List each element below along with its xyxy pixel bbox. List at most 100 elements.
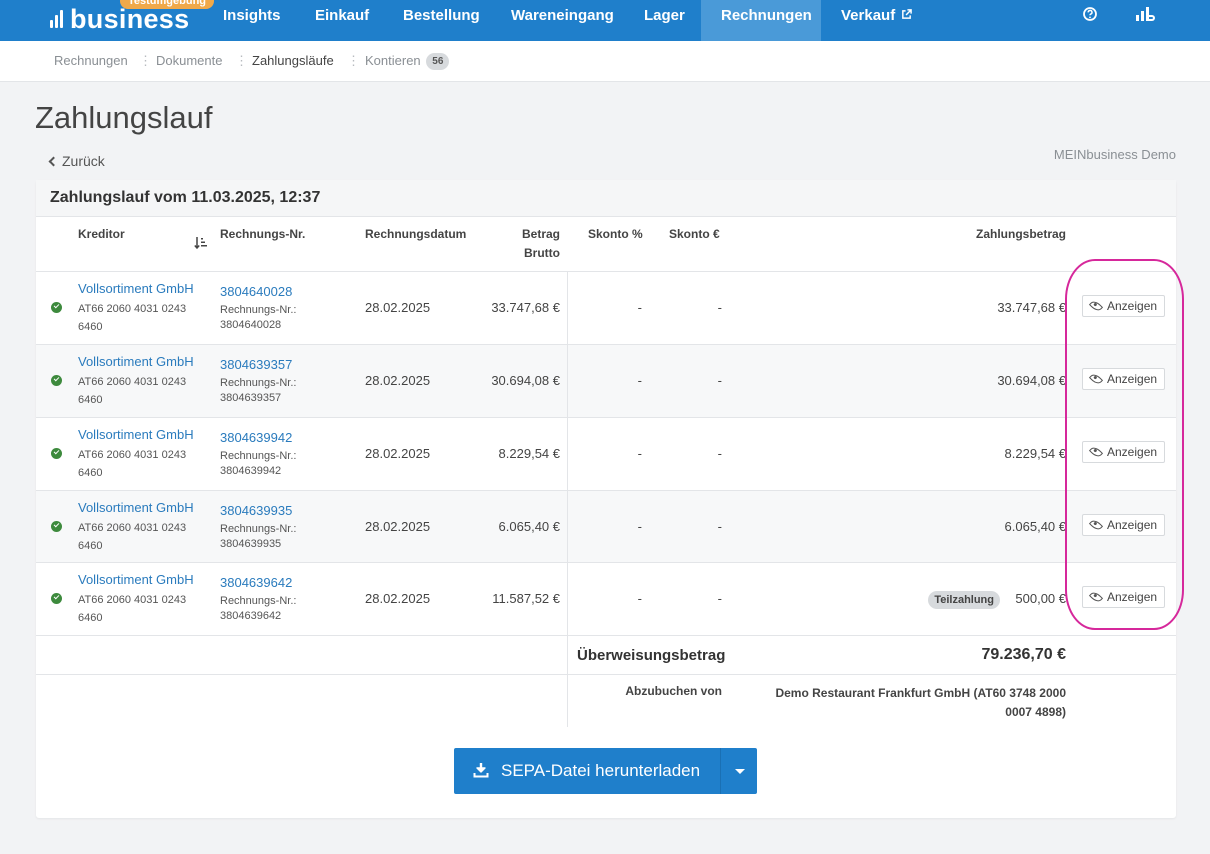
nav-einkauf[interactable]: Einkauf <box>315 7 370 24</box>
debit-account-value: Demo Restaurant Frankfurt GmbH (AT60 374… <box>775 686 1066 719</box>
view-button[interactable]: Anzeigen <box>1082 586 1166 608</box>
col-brutto-label: Brutto <box>524 246 560 260</box>
back-link[interactable]: Zurück <box>48 153 105 169</box>
sepa-download-button[interactable]: SEPA-Datei herunterladen <box>454 748 720 794</box>
invoice-number-link[interactable]: 3804639942 <box>220 430 293 445</box>
invoice-number-label: Rechnungs-Nr.: <box>220 377 297 389</box>
sepa-dropdown-toggle[interactable] <box>720 748 757 794</box>
subnav-separator: ⋮ <box>235 53 248 68</box>
col-zahlungsbetrag: Zahlungsbetrag <box>975 227 1066 241</box>
download-icon <box>473 763 489 778</box>
subnav-kontieren[interactable]: Kontieren 56 <box>365 53 450 70</box>
payment-run-card: Zahlungslauf vom 11.03.2025, 12:37 Kredi… <box>36 180 1176 818</box>
col-kreditor[interactable]: Kreditor <box>78 227 125 241</box>
nav-wareneingang[interactable]: Wareneingang <box>511 7 614 24</box>
subnav-dokumente[interactable]: Dokumente <box>156 53 223 68</box>
kreditor-iban: AT66 2060 4031 0243 6460 <box>78 522 187 552</box>
col-betrag-brutto: Betrag Brutto <box>522 225 560 263</box>
invoice-number-link[interactable]: 3804640028 <box>220 284 293 299</box>
transfer-total-row: Überweisungsbetrag 79.236,70 € <box>36 635 1176 676</box>
transfer-total-value: 79.236,70 € <box>981 646 1066 663</box>
invoice-number-label: Rechnungs-Nr.: <box>220 523 297 535</box>
skonto-percent: - <box>637 300 642 315</box>
invoice-number-link[interactable]: 3804639642 <box>220 575 293 590</box>
amount-gross: 6.065,40 € <box>498 519 560 534</box>
skonto-euro: - <box>717 591 722 606</box>
view-button-label: Anzeigen <box>1107 518 1158 532</box>
check-circle-icon <box>51 448 62 459</box>
payment-amount: 30.694,08 € <box>997 373 1066 388</box>
table-row: Vollsortiment GmbH AT66 2060 4031 0243 6… <box>36 344 1176 417</box>
invoice-number-link[interactable]: 3804639935 <box>220 503 293 518</box>
table-row: Vollsortiment GmbH AT66 2060 4031 0243 6… <box>36 271 1176 344</box>
subnav-kontieren-label: Kontieren <box>365 53 421 68</box>
nav-verkauf[interactable]: Verkauf <box>821 0 932 41</box>
payment-amount: 6.065,40 € <box>1004 519 1066 534</box>
eye-icon <box>1088 298 1104 314</box>
view-button[interactable]: Anzeigen <box>1082 441 1166 463</box>
eye-icon <box>1088 589 1104 605</box>
col-rechnungsdatum: Rechnungsdatum <box>365 227 467 241</box>
kreditor-link[interactable]: Vollsortiment GmbH <box>78 281 194 296</box>
column-divider <box>567 418 568 490</box>
check-circle-icon <box>51 593 62 604</box>
table-row: Vollsortiment GmbH AT66 2060 4031 0243 6… <box>36 417 1176 490</box>
nav-lager[interactable]: Lager <box>644 7 685 24</box>
kreditor-link[interactable]: Vollsortiment GmbH <box>78 354 194 369</box>
company-name: MEINbusiness Demo <box>1053 147 1176 162</box>
environment-badge: Testumgebung <box>120 0 215 9</box>
check-circle-icon <box>51 521 62 532</box>
table-row: Vollsortiment GmbH AT66 2060 4031 0243 6… <box>36 490 1176 563</box>
eye-icon <box>1088 444 1104 460</box>
partial-payment-badge: Teilzahlung <box>928 591 1000 609</box>
column-divider <box>567 675 568 727</box>
back-link-label: Zurück <box>62 153 105 169</box>
subnav-rechnungen[interactable]: Rechnungen <box>54 53 128 68</box>
column-divider <box>567 272 568 344</box>
invoice-number-value: 3804639642 <box>220 610 282 622</box>
help-circle-icon[interactable] <box>1083 7 1097 21</box>
nav-bestellung[interactable]: Bestellung <box>403 7 480 24</box>
eye-icon <box>1088 517 1104 533</box>
skonto-euro: - <box>717 300 722 315</box>
skonto-percent: - <box>637 591 642 606</box>
invoice-date: 28.02.2025 <box>365 591 431 606</box>
debit-account-label: Abzubuchen von <box>625 684 722 698</box>
skonto-percent: - <box>637 519 642 534</box>
invoice-number-value: 3804639935 <box>220 538 282 550</box>
kreditor-link[interactable]: Vollsortiment GmbH <box>78 427 194 442</box>
invoice-number-detail: Rechnungs-Nr.: 3804640028 <box>220 303 296 333</box>
view-button-label: Anzeigen <box>1107 445 1158 459</box>
table-row: Vollsortiment GmbH AT66 2060 4031 0243 6… <box>36 562 1176 635</box>
invoice-date: 28.02.2025 <box>365 446 431 461</box>
kreditor-link[interactable]: Vollsortiment GmbH <box>78 572 194 587</box>
invoice-date: 28.02.2025 <box>365 300 431 315</box>
invoice-number-link[interactable]: 3804639357 <box>220 357 293 372</box>
eye-icon <box>1088 371 1104 387</box>
view-button-label: Anzeigen <box>1107 299 1158 313</box>
payment-amount: 33.747,68 € <box>997 300 1066 315</box>
kontieren-count-badge: 56 <box>426 53 450 70</box>
debit-account-row: Abzubuchen von Demo Restaurant Frankfurt… <box>36 674 1176 727</box>
nav-rechnungen[interactable]: Rechnungen <box>701 0 821 41</box>
invoice-number-value: 3804640028 <box>220 319 282 331</box>
sort-descending-icon[interactable] <box>194 236 208 250</box>
logo-text: business <box>70 4 190 34</box>
amount-gross: 30.694,08 € <box>491 373 560 388</box>
subnav-separator: ⋮ <box>347 53 360 68</box>
nav-insights[interactable]: Insights <box>223 7 281 24</box>
skonto-euro: - <box>717 446 722 461</box>
col-skonto-pct: Skonto % <box>588 227 643 241</box>
view-button[interactable]: Anzeigen <box>1082 514 1166 536</box>
view-button[interactable]: Anzeigen <box>1082 295 1166 317</box>
kreditor-link[interactable]: Vollsortiment GmbH <box>78 500 194 515</box>
invoice-number-detail: Rechnungs-Nr.: 3804639357 <box>220 376 296 406</box>
sepa-download-label: SEPA-Datei herunterladen <box>501 761 701 780</box>
amount-gross: 33.747,68 € <box>491 300 560 315</box>
view-button[interactable]: Anzeigen <box>1082 368 1166 390</box>
invoice-number-label: Rechnungs-Nr.: <box>220 595 297 607</box>
nav-verkauf-label: Verkauf <box>841 7 896 24</box>
subnav-separator: ⋮ <box>139 53 152 68</box>
user-menu-icon[interactable] <box>1136 7 1156 21</box>
subnav-zahlungslaeufe[interactable]: Zahlungsläufe <box>252 53 334 68</box>
